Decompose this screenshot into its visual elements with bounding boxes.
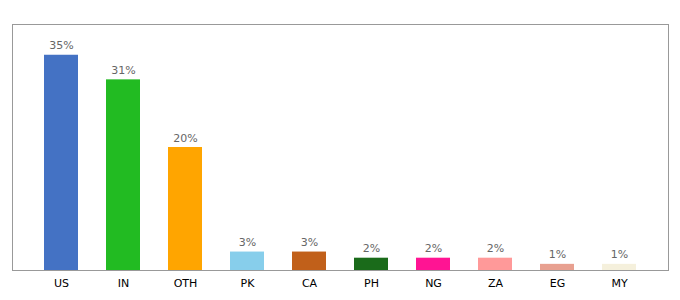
svg-text:3%: 3%	[239, 236, 256, 249]
svg-text:3%: 3%	[301, 236, 318, 249]
svg-text:PK: PK	[241, 277, 256, 290]
svg-text:20%: 20%	[173, 132, 197, 145]
svg-text:31%: 31%	[111, 64, 135, 77]
svg-text:2%: 2%	[487, 242, 504, 255]
svg-text:US: US	[54, 277, 69, 290]
svg-text:ZA: ZA	[488, 277, 504, 290]
svg-text:EG: EG	[550, 277, 565, 290]
svg-text:1%: 1%	[549, 248, 566, 261]
svg-text:IN: IN	[118, 277, 129, 290]
svg-text:NG: NG	[425, 277, 442, 290]
svg-text:CA: CA	[302, 277, 318, 290]
svg-text:35%: 35%	[49, 39, 73, 52]
svg-text:2%: 2%	[425, 242, 442, 255]
svg-text:2%: 2%	[363, 242, 380, 255]
svg-text:MY: MY	[611, 277, 627, 290]
svg-text:1%: 1%	[611, 248, 628, 261]
svg-text:OTH: OTH	[174, 277, 198, 290]
svg-text:PH: PH	[364, 277, 379, 290]
